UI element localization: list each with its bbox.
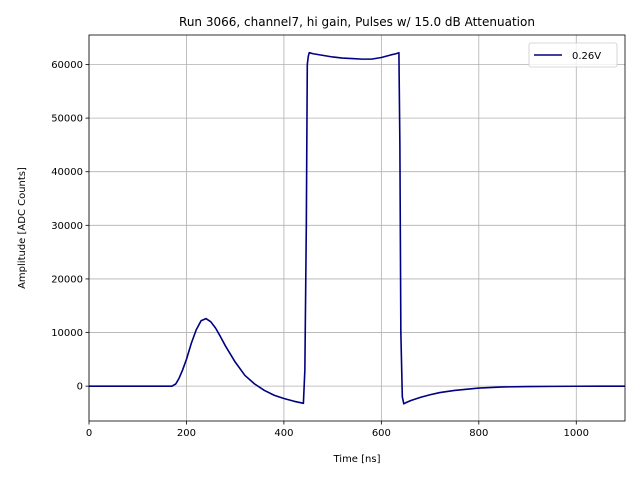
series-group xyxy=(89,51,625,405)
y-tick-label: 10000 xyxy=(51,328,83,339)
legend: 0.26V xyxy=(528,42,618,68)
x-axis-title: Time [ns] xyxy=(332,454,380,465)
legend-box xyxy=(528,42,618,68)
y-tick-label: 20000 xyxy=(51,274,83,285)
plot-area xyxy=(89,35,625,421)
x-tick-label: 800 xyxy=(469,428,488,439)
plot-frame xyxy=(88,34,626,422)
y-tick-label: 0 xyxy=(77,382,83,393)
x-tick-label: 200 xyxy=(177,428,196,439)
chart-title: Run 3066, channel7, hi gain, Pulses w/ 1… xyxy=(179,15,535,29)
y-tick-label: 30000 xyxy=(51,221,83,232)
x-tick-label: 600 xyxy=(372,428,391,439)
grid xyxy=(88,35,625,421)
y-tick-label: 50000 xyxy=(51,114,83,125)
series-line xyxy=(89,51,625,405)
ticks: 0 200 400 600 800 100001000020000300004000050… xyxy=(51,60,589,439)
y-tick-label: 40000 xyxy=(51,167,83,178)
legend-label: 0.26V xyxy=(572,51,601,62)
x-tick-label: 1000 xyxy=(564,428,589,439)
x-tick-label: 0 xyxy=(86,428,92,439)
y-axis-title: Amplitude [ADC Counts] xyxy=(17,167,28,289)
y-tick-label: 60000 xyxy=(51,60,83,71)
x-tick-label: 400 xyxy=(274,428,293,439)
